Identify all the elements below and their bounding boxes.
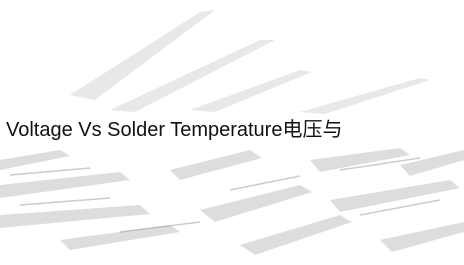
- streak: [400, 150, 464, 176]
- streak: [70, 10, 215, 100]
- streaks-top: [70, 10, 430, 114]
- streak: [0, 172, 130, 198]
- streak: [240, 215, 352, 255]
- scratch: [10, 168, 90, 175]
- streak: [170, 150, 262, 180]
- streak: [60, 225, 180, 250]
- streak: [380, 222, 464, 252]
- title-text: Voltage Vs Solder Temperature电压与: [6, 113, 342, 142]
- scratch: [20, 198, 110, 205]
- streak: [300, 78, 430, 114]
- streak: [330, 180, 460, 212]
- streak: [0, 205, 150, 228]
- streak: [310, 148, 410, 172]
- streak: [0, 150, 70, 170]
- streak: [190, 70, 312, 112]
- streak: [200, 185, 312, 222]
- screenshot: Voltage Vs Solder Temperature电压与: [0, 0, 464, 265]
- streak: [110, 40, 275, 112]
